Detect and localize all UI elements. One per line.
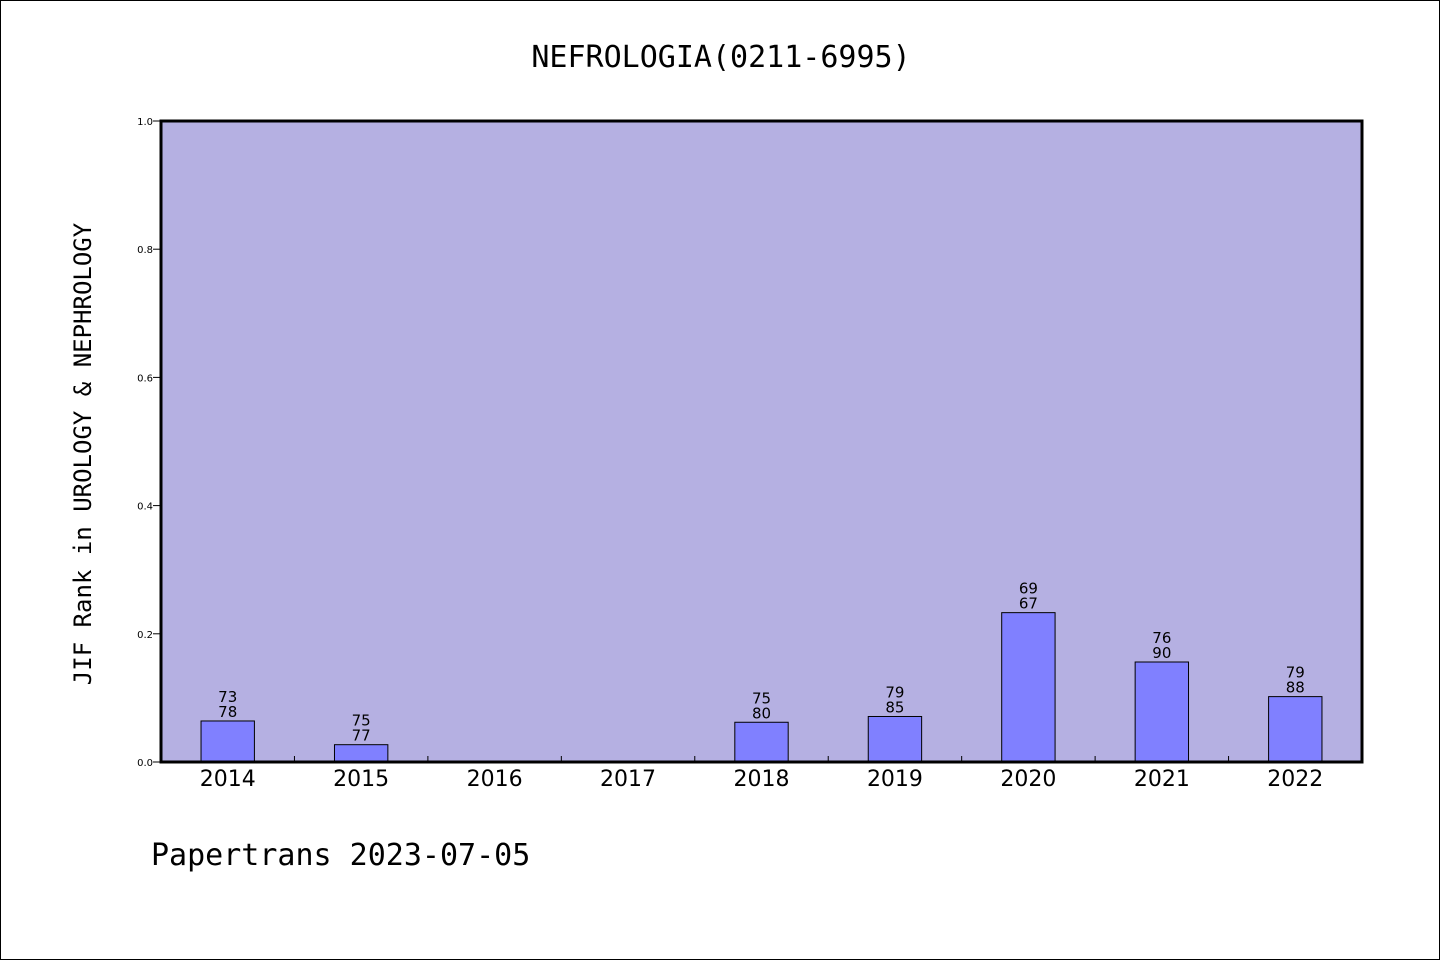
y-tick-label: 0.4 [137, 502, 153, 513]
plot-border [159, 119, 1364, 764]
x-tick-label: 2020 [1000, 767, 1056, 792]
x-tick-label: 2022 [1267, 767, 1323, 792]
bar [1134, 661, 1190, 763]
data-label-bottom: 67 [1019, 595, 1038, 613]
data-label-bottom: 77 [352, 727, 371, 745]
data-label-bottom: 80 [752, 704, 771, 722]
bar [1001, 612, 1056, 763]
x-axis: 2014 2015 2016 2017 2018 2019 2020 2021 2022 [200, 756, 1323, 792]
bar [1268, 696, 1323, 763]
x-tick-label: 2021 [1134, 767, 1190, 792]
data-label-bottom: 88 [1286, 679, 1305, 697]
data-label-bottom: 90 [1152, 644, 1171, 662]
bar [200, 720, 255, 763]
y-axis-label: JIF Rank in UROLOGY & NEPHROLOGY [69, 222, 97, 685]
chart-title: NEFROLOGIA(0211-6995) [531, 40, 910, 75]
x-tick-label: 2015 [333, 767, 389, 792]
bar [734, 721, 789, 763]
bar [867, 715, 923, 763]
x-tick-label: 2016 [467, 767, 523, 792]
data-label-top: 76 [1152, 629, 1171, 647]
y-tick-label: 1.0 [137, 117, 153, 128]
y-tick-label: 0.2 [137, 630, 153, 641]
data-label-bottom: 78 [218, 703, 237, 721]
data-label-top: 75 [352, 712, 371, 730]
data-label-top: 75 [752, 689, 771, 707]
bars-group [200, 612, 1323, 763]
data-label-bottom: 85 [885, 698, 904, 716]
y-axis: 0.0 0.2 0.4 0.6 0.8 1.0 [137, 117, 161, 769]
plot-area [161, 121, 1362, 762]
x-tick-label: 2019 [867, 767, 923, 792]
data-label-top: 73 [218, 688, 237, 706]
data-label-top: 79 [1286, 664, 1305, 682]
y-tick-label: 0.6 [137, 373, 153, 384]
y-tick-label: 0.8 [137, 245, 153, 256]
data-label-top: 79 [885, 683, 904, 701]
footer-text: Papertrans 2023-07-05 [151, 838, 530, 873]
data-label-top: 69 [1019, 580, 1038, 598]
bar [333, 744, 389, 763]
x-tick-label: 2014 [200, 767, 256, 792]
y-tick-label: 0.0 [137, 758, 153, 769]
x-tick-label: 2017 [600, 767, 656, 792]
x-tick-label: 2018 [734, 767, 790, 792]
